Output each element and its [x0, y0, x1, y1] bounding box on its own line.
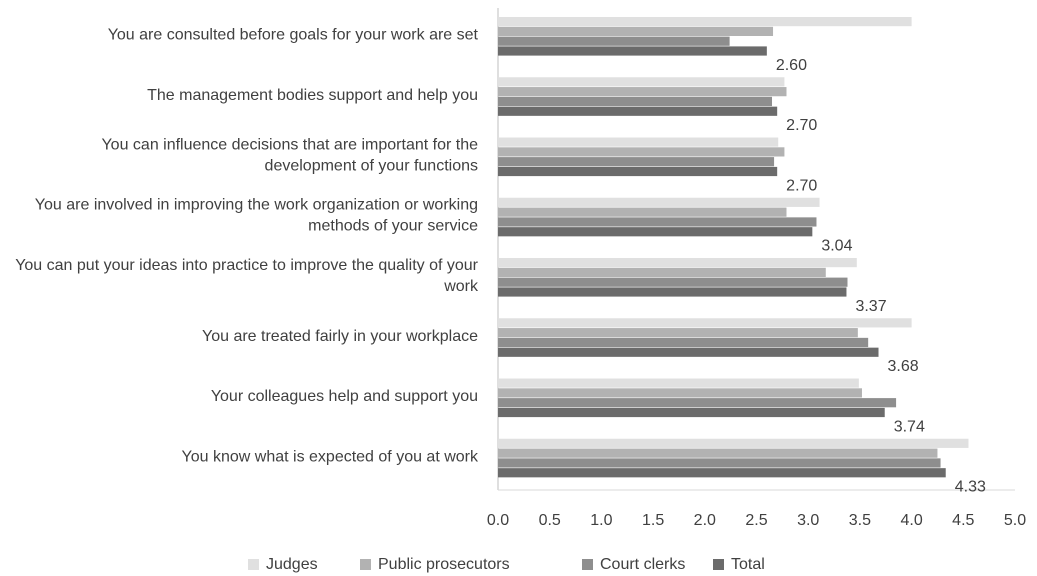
x-tick-label: 3.0 — [797, 512, 819, 529]
bar — [498, 448, 938, 458]
value-label: 3.68 — [888, 358, 919, 375]
bar — [498, 96, 773, 107]
bar — [498, 318, 912, 328]
category-label: You can put your ideas into practice to … — [15, 257, 479, 295]
x-tick-label: 1.5 — [642, 512, 664, 529]
category-label: The management bodies support and help y… — [147, 87, 478, 104]
bar — [498, 277, 848, 287]
bar — [498, 17, 912, 27]
bar — [498, 398, 897, 408]
bar — [498, 147, 785, 157]
bar — [498, 258, 857, 268]
bar — [498, 26, 774, 36]
category-label: You know what is expected of you at work — [182, 448, 479, 465]
x-tick-label: 3.5 — [849, 512, 871, 529]
x-tick-label: 2.5 — [745, 512, 767, 529]
x-tick-label: 5.0 — [1004, 512, 1026, 529]
bar — [498, 287, 847, 297]
bar — [498, 407, 885, 418]
legend-swatch — [248, 559, 259, 570]
bar — [498, 468, 946, 478]
x-tick-label: 4.5 — [952, 512, 974, 529]
bar — [498, 46, 767, 56]
legend-swatch — [582, 559, 593, 570]
value-label: 2.70 — [786, 117, 817, 134]
bar — [498, 207, 787, 217]
bar — [498, 347, 879, 357]
value-label: 2.60 — [776, 57, 807, 74]
category-label: You can influence decisions that are imp… — [101, 137, 478, 175]
value-label: 3.37 — [855, 298, 886, 315]
category-label: Your colleagues help and support you — [211, 388, 478, 405]
category-label: You are consulted before goals for your … — [108, 27, 479, 44]
bar — [498, 197, 820, 207]
bar — [498, 157, 775, 167]
category-label: You are involved in improving the work o… — [35, 197, 478, 235]
x-tick-label: 0.5 — [539, 512, 561, 529]
bar — [498, 267, 826, 277]
legend-swatch — [360, 559, 371, 570]
bar — [498, 328, 858, 338]
bar — [498, 438, 969, 448]
bar — [498, 87, 787, 97]
bar — [498, 217, 817, 227]
x-tick-label: 4.0 — [900, 512, 922, 529]
bar — [498, 458, 941, 468]
legend-swatch — [713, 559, 724, 570]
bar — [498, 388, 862, 398]
bar — [498, 166, 778, 177]
bar — [498, 77, 785, 87]
x-tick-label: 1.0 — [590, 512, 612, 529]
bar — [498, 137, 779, 147]
category-label: You are treated fairly in your workplace — [202, 328, 478, 345]
value-label: 4.33 — [955, 479, 986, 496]
bar — [498, 378, 859, 388]
x-tick-label: 0.0 — [487, 512, 509, 529]
value-label: 3.74 — [894, 418, 925, 435]
bar — [498, 337, 869, 348]
bar — [498, 227, 813, 237]
bar — [498, 106, 778, 116]
legend-label: Court clerks — [600, 556, 685, 573]
bar — [498, 36, 730, 46]
x-tick-label: 2.0 — [694, 512, 716, 529]
legend-label: Public prosecutors — [378, 556, 510, 573]
legend-label: Judges — [266, 556, 318, 573]
value-label: 2.70 — [786, 177, 817, 194]
legend-label: Total — [731, 556, 765, 573]
value-label: 3.04 — [821, 238, 852, 255]
